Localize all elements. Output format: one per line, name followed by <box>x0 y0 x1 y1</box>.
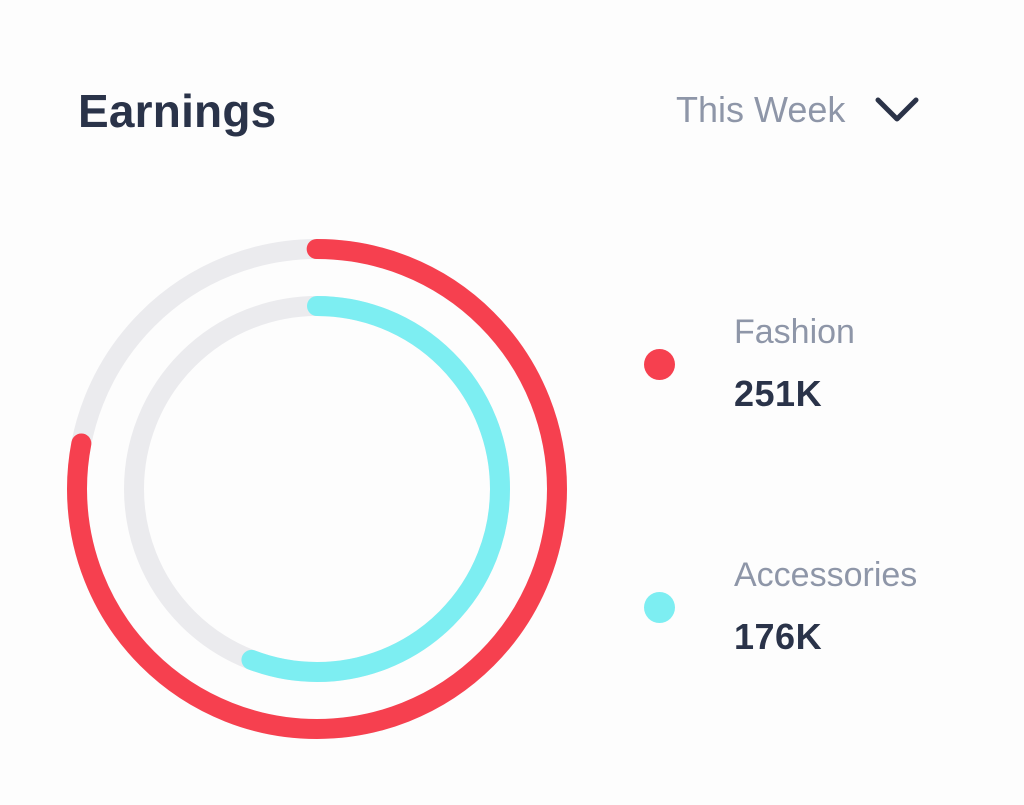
period-selector[interactable]: This Week <box>676 90 919 130</box>
period-selector-label: This Week <box>676 89 846 130</box>
donut-chart-svg <box>67 239 567 739</box>
fashion-label: Fashion <box>734 313 855 351</box>
accessories-label: Accessories <box>734 556 918 594</box>
fashion-dot <box>644 348 675 380</box>
chevron-down-icon <box>875 97 919 122</box>
fashion-arc <box>67 239 567 739</box>
fashion-value: 251K <box>734 373 823 414</box>
donut-chart <box>57 229 577 749</box>
accessories-dot <box>644 591 675 623</box>
accessories-arc <box>124 296 510 682</box>
accessories-value: 176K <box>734 616 823 657</box>
page-title: Earnings <box>78 85 277 137</box>
legend-item-fashion: Fashion 251K <box>644 312 855 416</box>
legend-item-accessories: Accessories 176K <box>644 555 917 659</box>
